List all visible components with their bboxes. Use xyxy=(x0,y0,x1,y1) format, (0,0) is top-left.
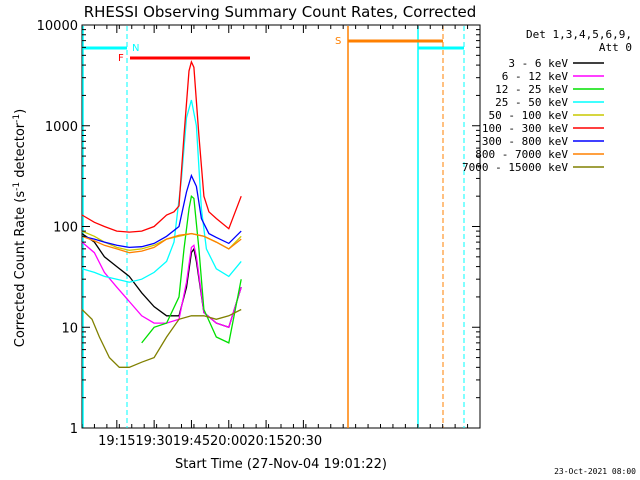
legend-entry-label: 50 - 100 keV xyxy=(489,109,569,122)
series-line-7 xyxy=(81,173,242,249)
y-tick-label: 1 xyxy=(70,422,78,437)
y-tick-label: 10000 xyxy=(37,19,78,34)
chart-title: RHESSI Observing Summary Count Rates, Co… xyxy=(84,3,477,21)
x-tick-label: 20:30 xyxy=(285,434,322,449)
x-tick-label: 20:00 xyxy=(210,434,247,449)
series-line-2 xyxy=(81,241,242,329)
legend-entry-label: 25 - 50 keV xyxy=(495,96,568,109)
legend-entry-label: 800 - 7000 keV xyxy=(475,148,568,161)
series-line-8 xyxy=(81,232,242,254)
series-line-5 xyxy=(81,230,242,251)
y-axis-label-sup1: -1 xyxy=(12,182,22,191)
series-line-6 xyxy=(81,59,242,233)
y-axis-label: Corrected Count Rate (s-1 detector-1) xyxy=(12,109,28,347)
y-axis-label-part3: ) xyxy=(13,109,28,114)
y-tick-label: 10 xyxy=(61,321,78,336)
series-layer xyxy=(81,59,242,368)
timestamp: 23-Oct-2021 08:00 xyxy=(554,467,636,476)
series-line-1 xyxy=(81,233,242,329)
legend-entry-label: 3 - 6 keV xyxy=(508,57,568,70)
legend-entry-label: 12 - 25 keV xyxy=(495,83,568,96)
y-tick-label: 1000 xyxy=(45,120,78,135)
legend-entry-label: 7000 - 15000 keV xyxy=(462,161,568,174)
y-axis-label-sup2: -1 xyxy=(12,114,22,123)
legend-header-line1: Det 1,3,4,5,6,9, xyxy=(526,28,632,41)
flare-label: F xyxy=(118,53,124,64)
x-tick-label: 19:15 xyxy=(98,434,135,449)
attenuator-intervals: N F S xyxy=(82,26,465,428)
series-line-4 xyxy=(81,99,242,283)
x-tick-label: 19:45 xyxy=(173,434,210,449)
x-axis-label: Start Time (27-Nov-04 19:01:22) xyxy=(175,457,387,472)
y-tick-label: 100 xyxy=(53,221,78,236)
plot-frame xyxy=(81,24,481,429)
y-axis-ticks: 1 10 100 1000 10000 xyxy=(37,19,480,437)
x-tick-label: 20:15 xyxy=(247,434,284,449)
legend-entry-label: 300 - 800 keV xyxy=(482,135,568,148)
y-axis-label-part1: Corrected Count Rate (s xyxy=(13,191,28,348)
legend-entry-label: 6 - 12 keV xyxy=(502,70,569,83)
legend-entry-label: 100 - 300 keV xyxy=(482,122,568,135)
x-tick-label: 19:30 xyxy=(135,434,172,449)
series-line-3 xyxy=(141,194,242,344)
night-label: N xyxy=(132,43,139,54)
saa-label: S xyxy=(335,36,341,47)
legend-header-line2: Att 0 xyxy=(599,41,632,54)
series-line-9 xyxy=(81,308,242,368)
y-axis-label-part2: detector xyxy=(13,122,28,182)
x-axis-ticks: 19:15 19:30 19:45 20:00 20:15 20:30 xyxy=(81,25,481,449)
